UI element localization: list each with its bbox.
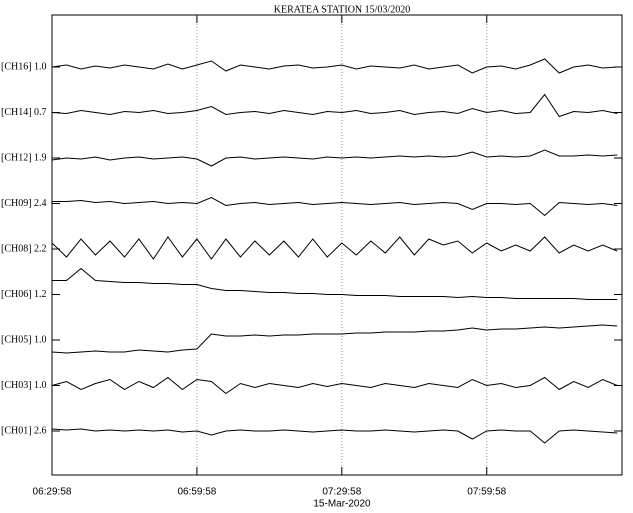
channel-label: [CH14] 0.7 [1, 107, 47, 118]
trace [51, 93, 618, 118]
trace [51, 149, 618, 167]
channel-label: [CH01] 2.6 [1, 425, 47, 436]
chart-title: KERATEA STATION 15/03/2020 [274, 4, 410, 15]
trace [52, 267, 618, 300]
channel-label: [CH08] 2.2 [1, 243, 47, 254]
x-tick-label: 07:59:58 [467, 487, 506, 498]
channel-label: [CH03] 1.0 [1, 380, 47, 391]
x-tick-label: 07:29:58 [322, 487, 361, 498]
x-tick-label: 06:59:58 [177, 487, 216, 498]
channel-label: [CH09] 2.4 [1, 198, 47, 209]
trace [52, 196, 618, 217]
x-tick-label: 06:29:58 [33, 487, 72, 498]
plot-frame [51, 14, 623, 476]
channel-label: [CH12] 1.9 [1, 152, 47, 163]
trace [51, 428, 618, 444]
channel-label: [CH05] 1.0 [1, 334, 47, 345]
trace [51, 236, 618, 260]
channel-label: [CH16] 1.0 [1, 61, 47, 72]
trace [51, 376, 618, 395]
channel-label: [CH06] 1.2 [1, 289, 47, 300]
trace [51, 324, 618, 354]
x-axis-label: 15-Mar-2020 [313, 499, 371, 510]
trace [51, 58, 618, 74]
